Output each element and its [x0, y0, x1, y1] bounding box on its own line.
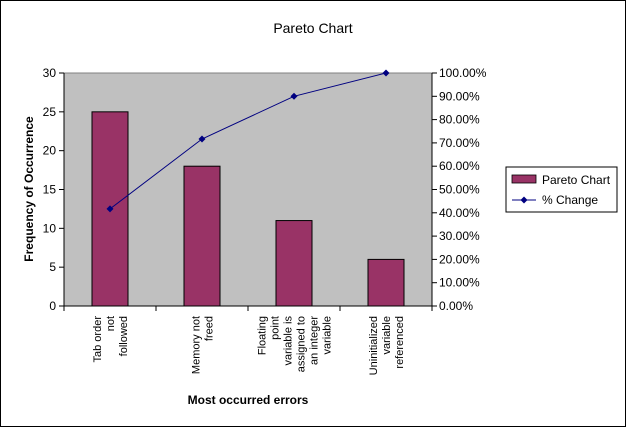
- right-tick-label: 40.00%: [439, 206, 480, 220]
- right-tick-label: 90.00%: [439, 89, 480, 103]
- line-point: [382, 69, 390, 77]
- left-tick-label: 10: [43, 221, 57, 235]
- legend-box: [505, 166, 618, 213]
- left-tick-label: 30: [43, 66, 57, 80]
- line-point: [198, 135, 206, 143]
- category-label: point: [270, 316, 282, 340]
- category-label: Floating: [257, 316, 269, 355]
- category-label: an integer: [309, 316, 321, 365]
- right-tick-label: 60.00%: [439, 159, 480, 173]
- chart-title: Pareto Chart: [273, 20, 352, 36]
- category-label: variable: [381, 316, 393, 355]
- bars-group: [91, 111, 405, 307]
- category-label: followed: [118, 316, 130, 356]
- category-label: Uninitialized: [368, 316, 380, 375]
- category-label: Memory not: [191, 316, 203, 374]
- x-axis-title: Most occurred errors: [188, 393, 309, 407]
- category-label: assigned to: [296, 316, 308, 372]
- left-tick-label: 25: [43, 105, 57, 119]
- y-axis-title: Frequency of Occurrence: [22, 116, 36, 262]
- left-tick-label: 15: [43, 183, 57, 197]
- right-tick-label: 30.00%: [439, 229, 480, 243]
- line-point: [106, 205, 114, 213]
- category-label: not: [105, 316, 117, 331]
- category-label: freed: [204, 316, 216, 341]
- legend-label-line: % Change: [542, 193, 598, 207]
- right-tick-label: 100.00%: [439, 66, 487, 80]
- bar: [275, 220, 313, 307]
- bar: [183, 165, 221, 307]
- legend: Pareto Chart % Change: [505, 166, 618, 213]
- right-tick-label: 10.00%: [439, 276, 480, 290]
- line-point: [290, 92, 298, 100]
- bar: [367, 258, 405, 307]
- legend-bar-swatch: [511, 174, 537, 184]
- right-tick-label: 80.00%: [439, 113, 480, 127]
- category-label: variable is: [283, 316, 295, 366]
- right-tick-label: 20.00%: [439, 252, 480, 266]
- right-axis: 0.00% 10.00% 20.00% 30.00% 40.00% 50.00% 60.00…: [431, 66, 487, 313]
- left-tick-label: 20: [43, 144, 57, 158]
- category-label: variable: [322, 316, 334, 355]
- left-tick-label: 0: [49, 299, 56, 313]
- category-label: referenced: [394, 316, 406, 369]
- x-axis: Tab order not followed Memory not freed Float…: [63, 305, 433, 375]
- legend-label-bars: Pareto Chart: [542, 173, 611, 187]
- right-tick-label: 50.00%: [439, 183, 480, 197]
- right-tick-label: 70.00%: [439, 136, 480, 150]
- legend-marker-swatch: [520, 196, 528, 204]
- left-tick-label: 5: [49, 260, 56, 274]
- line-group: [106, 69, 390, 213]
- right-tick-label: 0.00%: [439, 299, 473, 313]
- category-label: Tab order: [92, 316, 104, 363]
- percent-change-line: [109, 72, 387, 210]
- left-axis: 0 5 10 15 20 25 30: [43, 66, 65, 313]
